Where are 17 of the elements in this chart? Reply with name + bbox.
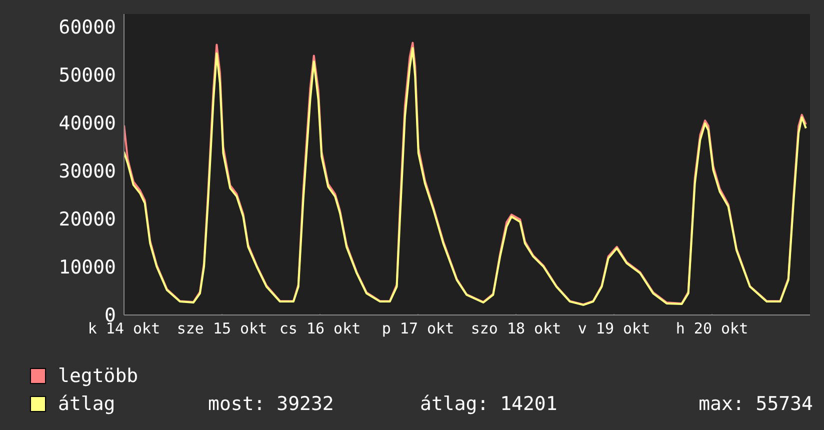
- y-tick-label: 30000: [58, 160, 116, 183]
- x-tick-label: sze 15 okt: [176, 320, 268, 338]
- text: most: 39232: [208, 393, 335, 415]
- x-tick-label: p 17 okt: [382, 320, 454, 338]
- x-tick-label: cs 16 okt: [279, 320, 361, 338]
- x-tick-label: szo 18 okt: [470, 320, 562, 338]
- y-tick-label: 10000: [58, 256, 116, 279]
- x-tick-label: v 19 okt: [578, 320, 650, 338]
- text: max: 55734: [698, 393, 813, 415]
- x-tick-label: h 20 okt: [676, 320, 748, 338]
- legend-label: legtöbb: [58, 365, 140, 387]
- y-tick-label: 60000: [58, 16, 116, 39]
- text: átlag: 14201: [420, 393, 558, 415]
- y-tick-label: 20000: [58, 208, 116, 231]
- legend-label: átlag: [58, 393, 116, 415]
- y-tick-label: 50000: [58, 64, 116, 87]
- y-tick-label: 40000: [58, 112, 116, 135]
